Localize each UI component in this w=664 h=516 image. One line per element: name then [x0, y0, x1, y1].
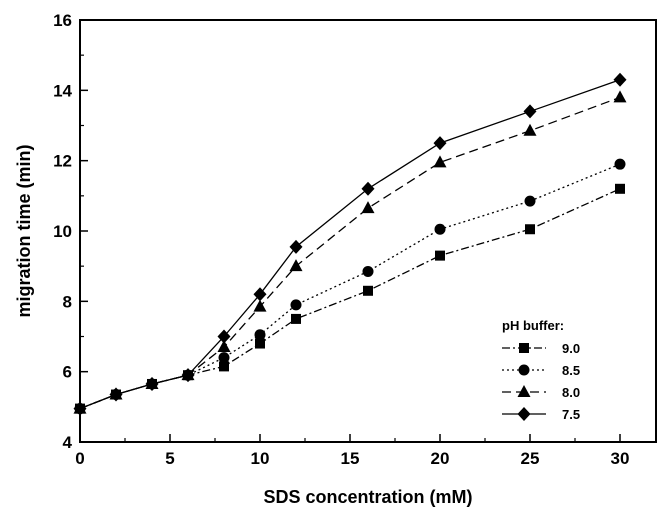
data-point-7.5 [253, 287, 267, 302]
data-point-7.5 [181, 368, 195, 383]
x-tick-label: 15 [341, 449, 360, 468]
data-point-8.0 [613, 90, 627, 103]
legend-title: pH buffer: [502, 318, 564, 333]
x-tick-label: 25 [521, 449, 540, 468]
legend-marker-7.5 [517, 407, 531, 421]
data-point-9.0 [525, 224, 535, 235]
data-point-7.5 [145, 376, 159, 391]
data-point-9.0 [291, 313, 301, 324]
data-point-9.0 [219, 361, 229, 372]
legend-marker-8.0 [517, 385, 531, 397]
data-point-7.5 [289, 239, 303, 254]
data-point-7.5 [73, 401, 87, 416]
data-point-9.0 [615, 183, 625, 194]
series-line-8.0 [79, 96, 621, 410]
y-tick-label: 4 [63, 433, 73, 452]
data-point-8.5 [614, 158, 626, 170]
data-point-8.5 [218, 352, 230, 364]
x-tick-label: 30 [611, 449, 630, 468]
data-point-8.0 [253, 299, 267, 312]
data-point-9.0 [363, 285, 373, 296]
series-line-8.5 [79, 163, 621, 410]
legend-label-9.0: 9.0 [562, 341, 580, 356]
legend-label-7.5: 7.5 [562, 407, 580, 422]
y-tick-label: 14 [53, 81, 72, 100]
x-tick-label: 0 [75, 449, 84, 468]
data-point-9.0 [255, 338, 265, 349]
series-line-7.5 [79, 79, 621, 410]
data-point-8.0 [433, 155, 447, 168]
x-axis-title: SDS concentration (mM) [263, 487, 472, 507]
data-point-8.5 [290, 299, 302, 311]
ticks-layer: 0 5 10 15 20 25 30 4 6 8 10 12 14 16 [53, 11, 629, 468]
x-tick-label: 10 [251, 449, 270, 468]
x-tick-label: 5 [165, 449, 174, 468]
data-point-7.5 [217, 329, 231, 344]
data-point-7.5 [433, 136, 447, 151]
data-point-7.5 [613, 72, 627, 87]
legend: pH buffer: 9.0 8.5 8.0 7.5 [502, 318, 580, 422]
y-tick-label: 12 [53, 152, 72, 171]
data-point-8.5 [362, 265, 374, 277]
y-tick-label: 16 [53, 11, 72, 30]
y-tick-label: 8 [63, 292, 72, 311]
y-tick-label: 10 [53, 222, 72, 241]
data-point-9.0 [435, 250, 445, 261]
x-tick-label: 20 [431, 449, 450, 468]
data-point-7.5 [109, 387, 123, 402]
series-layer [73, 72, 627, 416]
data-point-7.5 [361, 181, 375, 196]
legend-marker-9.0 [519, 343, 529, 353]
data-point-8.5 [434, 223, 446, 235]
legend-label-8.0: 8.0 [562, 385, 580, 400]
y-axis-title: migration time (min) [14, 144, 34, 317]
data-point-8.5 [254, 329, 266, 341]
plot-frame [79, 19, 657, 443]
data-point-8.0 [217, 340, 231, 353]
data-point-8.5 [524, 195, 536, 207]
data-point-8.0 [523, 123, 537, 136]
data-point-8.0 [361, 201, 375, 214]
series-line-9.0 [79, 188, 621, 410]
legend-marker-8.5 [518, 364, 530, 376]
data-point-7.5 [523, 104, 537, 119]
y-tick-label: 6 [63, 363, 72, 382]
data-point-8.0 [289, 259, 303, 272]
legend-label-8.5: 8.5 [562, 363, 580, 378]
